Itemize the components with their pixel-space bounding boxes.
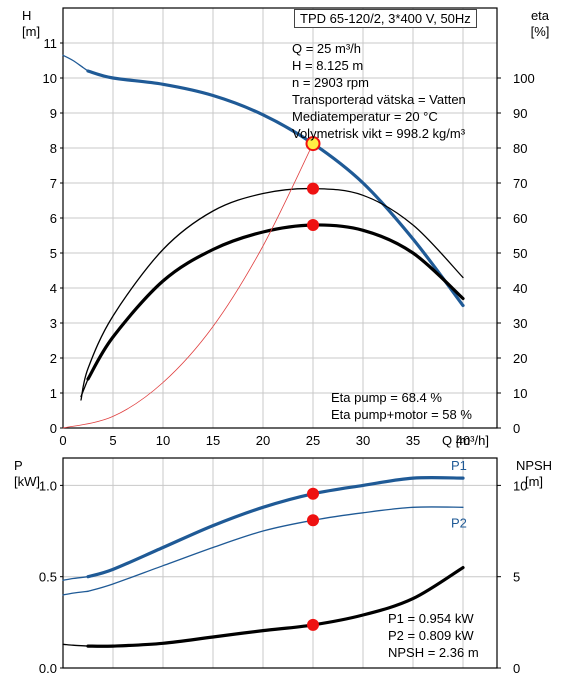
op-flow: Q = 25 m³/h — [292, 41, 361, 56]
x-tick-label: 15 — [206, 433, 220, 448]
op-temperature: Mediatemperatur = 20 °C — [292, 109, 438, 124]
y-left-tick-label: 0 — [50, 421, 57, 436]
y-right-tick-label: 70 — [513, 176, 527, 191]
x-tick-label: 40 — [456, 433, 470, 448]
y-left-axis-label: H — [22, 8, 31, 23]
series-line — [86, 475, 465, 579]
y-left-tick-label: 3 — [50, 316, 57, 331]
eta-pump-motor: Eta pump+motor = 58 % — [331, 407, 472, 422]
series-line — [62, 143, 314, 429]
y-left-axis-label: [m] — [22, 24, 40, 39]
y-right-tick-label: 50 — [513, 246, 527, 261]
y-left-tick-label: 1.0 — [39, 478, 57, 493]
y-left-tick-label: 4 — [50, 281, 57, 296]
y-right-tick-label: 80 — [513, 141, 527, 156]
y-right-tick-label: 0 — [513, 421, 520, 436]
y-right-tick-label: 5 — [513, 570, 520, 585]
x-tick-label: 35 — [406, 433, 420, 448]
y-right-axis-label: eta — [531, 8, 550, 23]
y-left-tick-label: 8 — [50, 141, 57, 156]
y-right-tick-label: 40 — [513, 281, 527, 296]
op-speed: n = 2903 rpm — [292, 75, 369, 90]
x-tick-label: 10 — [156, 433, 170, 448]
y-right-tick-label: 20 — [513, 351, 527, 366]
y-left-tick-label: 10 — [43, 71, 57, 86]
y-right-tick-label: 60 — [513, 211, 527, 226]
y-left-tick-label: 0.5 — [39, 570, 57, 585]
y-left-tick-label: 9 — [50, 106, 57, 121]
operating-point-marker — [305, 136, 321, 152]
y-left-tick-label: 11 — [44, 36, 58, 51]
y-left-tick-label: 1 — [50, 386, 57, 401]
x-tick-label: 20 — [256, 433, 270, 448]
p1-value: P1 = 0.954 kW — [388, 611, 474, 626]
y-right-tick-label: 90 — [513, 106, 527, 121]
series-line — [80, 187, 464, 401]
x-tick-label: 0 — [59, 433, 66, 448]
series-line — [62, 643, 89, 647]
op-fluid: Transporterad vätska = Vatten — [292, 92, 466, 107]
y-right-axis-label: [%] — [531, 24, 550, 39]
y-right-tick-label: 0 — [513, 661, 520, 676]
y-left-tick-label: 2 — [50, 351, 57, 366]
x-tick-label: 25 — [306, 433, 320, 448]
y-right-tick-label: 10 — [513, 386, 527, 401]
efficiency-info: Eta pump = 68.4 % Eta pump+motor = 58 % — [331, 389, 472, 423]
y-left-tick-label: 7 — [50, 176, 57, 191]
op-density: Volymetrisk vikt = 998.2 kg/m³ — [292, 126, 466, 141]
y-left-tick-label: 0.0 — [39, 661, 57, 676]
operating-point-marker — [307, 514, 319, 527]
power-info: P1 = 0.954 kW P2 = 0.809 kW NPSH = 2.36 … — [388, 610, 479, 661]
operating-point-marker — [307, 182, 319, 195]
series-label: P2 — [451, 515, 467, 530]
y-right-tick-label: 30 — [513, 316, 527, 331]
operating-point-marker — [307, 618, 319, 631]
power-npsh-chart: 0.0 0.5 1.0 0 5 10 P[kW] NPSH[m] P1 P2 — [14, 457, 552, 676]
y-right-tick-label: 10 — [513, 478, 527, 493]
series-line — [86, 69, 465, 308]
operating-point-info: Q = 25 m³/h H = 8.125 m n = 2903 rpm Tra… — [292, 40, 466, 142]
y-left-tick-label: 5 — [50, 246, 57, 261]
y-left-axis-label: P — [14, 458, 23, 473]
p2-value: P2 = 0.809 kW — [388, 628, 474, 643]
head-efficiency-chart: 0 1 2 3 4 5 6 7 8 9 10 11 0 10 20 30 40 50 60 70 80 90 100 0 5 10… — [22, 7, 550, 448]
series-label: P1 — [451, 458, 467, 473]
series-line — [62, 590, 89, 596]
plot-frame — [62, 457, 498, 669]
series-line — [86, 566, 465, 648]
y-right-axis-label: [m] — [525, 474, 543, 489]
eta-pump: Eta pump = 68.4 % — [331, 390, 442, 405]
series-line — [87, 506, 464, 592]
series-line — [86, 223, 465, 381]
x-tick-label: 30 — [356, 433, 370, 448]
series-line — [62, 54, 89, 72]
op-head: H = 8.125 m — [292, 58, 364, 73]
series-line — [80, 378, 89, 398]
series-line — [62, 576, 89, 581]
y-left-tick-label: 6 — [50, 211, 57, 226]
y-left-axis-label: [kW] — [14, 474, 40, 489]
x-tick-label: 5 — [109, 433, 116, 448]
y-right-axis-label: NPSH — [516, 458, 552, 473]
x-axis-label: Q [m³/h] — [442, 433, 489, 448]
operating-point-marker — [307, 219, 319, 231]
y-right-tick-label: 100 — [513, 71, 535, 86]
npsh-value: NPSH = 2.36 m — [388, 645, 479, 660]
operating-point-marker — [307, 487, 319, 500]
pump-model-label: TPD 65-120/2, 3*400 V, 50Hz — [294, 9, 477, 28]
